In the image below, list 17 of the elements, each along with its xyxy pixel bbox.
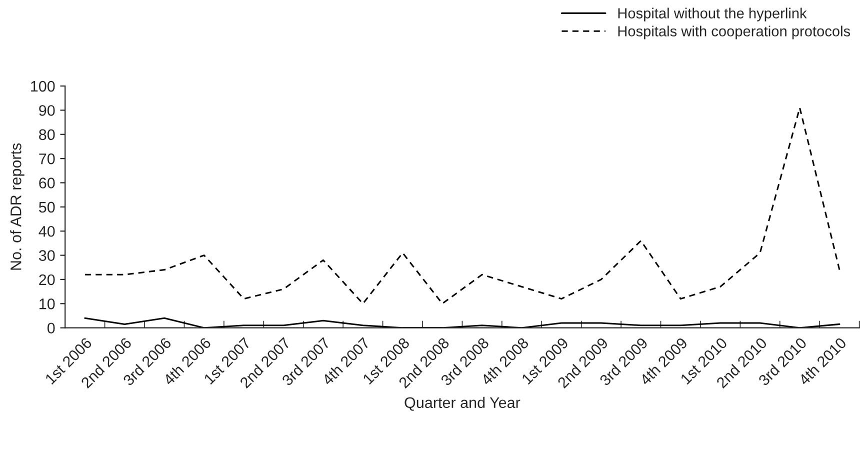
y-tick-label: 20: [39, 274, 55, 286]
y-tick-label: 0: [47, 322, 55, 334]
y-tick-label: 50: [38, 202, 55, 213]
y-tick-label: 30: [38, 250, 55, 261]
y-tick-label: 10: [40, 298, 55, 310]
y-tick-label: 40: [38, 226, 55, 237]
y-tick-label: 100: [31, 80, 55, 92]
x-axis-title: Quarter and Year: [404, 396, 520, 411]
y-tick-label: 70: [39, 153, 55, 164]
legend-label: Hospitals with cooperation protocols: [618, 26, 850, 40]
line-series: [84, 317, 840, 328]
line-series: [84, 107, 840, 304]
y-tick-label: 80: [39, 129, 55, 140]
y-axis-title: No. of ADR reports: [10, 143, 24, 270]
y-tick-label: 90: [39, 105, 55, 116]
y-tick-label: 60: [39, 178, 55, 188]
legend-label: Hospital without the hyperlink: [618, 8, 807, 22]
